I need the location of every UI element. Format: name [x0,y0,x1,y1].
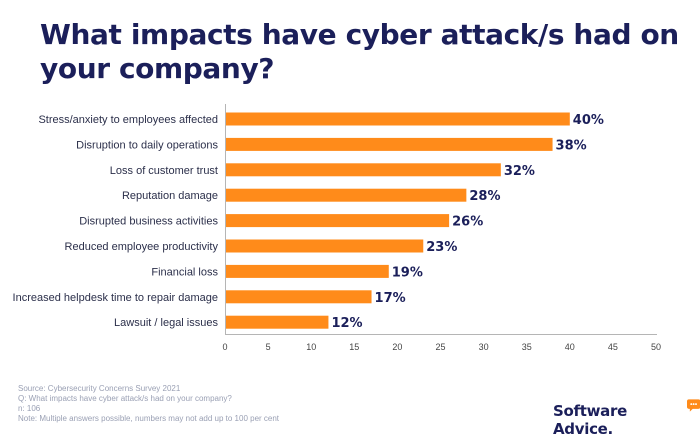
x-tick-label: 0 [222,342,227,352]
x-axis-ticks: 0 5 10 15 20 25 30 35 40 45 50 [222,342,661,352]
x-tick-label: 45 [608,342,618,352]
category-label: Reduced employee productivity [65,241,219,253]
value-label: 32% [504,164,535,179]
bar [226,264,389,278]
bar [226,163,501,177]
value-label: 28% [469,189,500,204]
bar [226,239,424,253]
category-label: Reputation damage [122,190,218,202]
x-axis: 0 5 10 15 20 25 30 35 40 45 50 [222,334,661,352]
value-label: 38% [556,138,587,153]
footnote-sample-size: n: 106 [18,404,41,413]
x-tick-label: 10 [306,342,316,352]
value-label: 19% [392,265,423,280]
bar [226,137,553,151]
value-label: 23% [426,240,457,255]
bar [226,188,467,202]
footnote-note: Note: Multiple answers possible, numbers… [18,414,280,423]
x-tick-label: 15 [349,342,359,352]
category-label: Disrupted business activities [79,216,218,228]
x-tick-label: 20 [392,342,402,352]
value-label: 26% [452,215,483,230]
category-labels: Stress/anxiety to employees affected Disr… [13,114,219,329]
category-label: Lawsuit / legal issues [114,317,218,329]
category-label: Financial loss [151,266,218,278]
x-tick-label: 30 [479,342,489,352]
footnotes: Source: Cybersecurity Concerns Survey 20… [18,384,279,424]
bars [226,112,570,329]
category-label: Increased helpdesk time to repair damage [13,292,218,304]
brand-name: Software Advice. [553,402,627,438]
x-tick-label: 35 [522,342,532,352]
value-labels: 40% 38% 32% 28% 26% 23%19% 17% 12% [331,113,603,331]
x-tick-label: 5 [266,342,271,352]
category-label: Loss of customer trust [110,165,218,177]
value-label: 17% [375,291,406,306]
bar [226,214,450,228]
value-label: 40% [573,113,604,128]
x-tick-label: 50 [651,342,661,352]
category-label: Stress/anxiety to employees affected [38,114,218,126]
footnote-source: Source: Cybersecurity Concerns Survey 20… [18,384,181,393]
chart-title: What impacts have cyber attack/s had on … [40,18,679,85]
category-label: Disruption to daily operations [76,139,218,151]
x-tick-label: 25 [435,342,445,352]
speech-bubble-icon [686,399,700,412]
value-label: 12% [331,316,362,331]
x-tick-label: 40 [565,342,575,352]
bar [226,290,372,304]
bar [226,315,329,329]
bar [226,112,570,126]
brand-logo: Software Advice. [553,399,700,438]
footnote-question: Q: What impacts have cyber attack/s had … [18,394,232,403]
